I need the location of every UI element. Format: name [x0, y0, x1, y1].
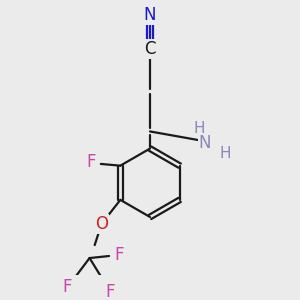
Text: H: H — [220, 146, 231, 161]
Text: N: N — [199, 134, 211, 152]
Text: N: N — [144, 6, 156, 24]
Text: F: F — [63, 278, 72, 296]
Text: F: F — [105, 283, 115, 300]
Text: C: C — [144, 40, 156, 58]
Text: O: O — [95, 215, 108, 233]
Text: H: H — [194, 121, 206, 136]
Text: F: F — [114, 246, 123, 264]
Text: F: F — [86, 153, 96, 171]
